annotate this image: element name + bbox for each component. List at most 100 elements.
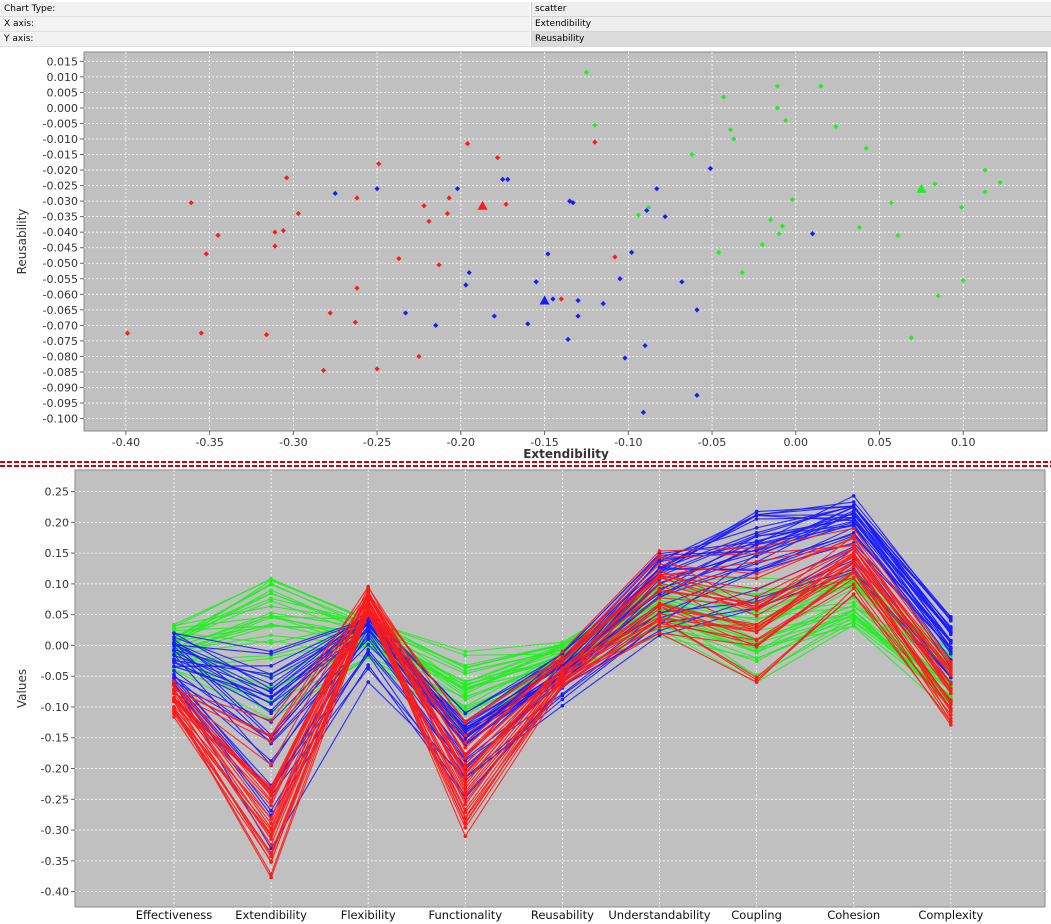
data-point-green[interactable] <box>583 69 590 75</box>
data-point-blue[interactable] <box>463 282 469 288</box>
data-point-blue[interactable] <box>679 279 685 285</box>
data-point-blue[interactable] <box>550 296 556 302</box>
data-point-red[interactable] <box>558 296 564 302</box>
data-point-green[interactable] <box>789 196 796 203</box>
property-row-x-axis[interactable]: X axis: Extendibility <box>0 17 1051 32</box>
data-point-blue[interactable] <box>707 165 713 172</box>
data-point-red[interactable] <box>295 210 301 217</box>
data-point-blue[interactable] <box>694 307 700 313</box>
data-point-green[interactable] <box>895 232 901 238</box>
data-point-red[interactable] <box>198 330 204 336</box>
data-point-red[interactable] <box>464 141 471 147</box>
data-point-green[interactable] <box>997 179 1003 186</box>
data-point-blue[interactable] <box>500 176 506 182</box>
data-point-blue[interactable] <box>642 342 648 349</box>
data-point-red[interactable] <box>421 203 427 209</box>
data-point-green[interactable] <box>716 249 722 255</box>
data-point-green[interactable] <box>721 94 727 100</box>
data-point-red[interactable] <box>280 228 286 234</box>
data-point-blue[interactable] <box>570 200 576 206</box>
data-point-green[interactable] <box>958 204 965 210</box>
data-point-blue[interactable] <box>644 207 650 214</box>
data-point-green[interactable] <box>768 217 774 223</box>
data-point-green[interactable] <box>833 123 839 130</box>
data-point-red[interactable] <box>284 175 290 181</box>
data-point-red[interactable] <box>215 232 221 238</box>
data-point-red[interactable] <box>354 195 360 201</box>
data-point-blue[interactable] <box>629 249 635 255</box>
data-point-green[interactable] <box>863 145 869 151</box>
data-point-blue[interactable] <box>575 313 581 319</box>
data-point-blue[interactable] <box>332 190 338 196</box>
data-point-blue[interactable] <box>622 355 628 361</box>
data-point-blue[interactable] <box>617 276 623 282</box>
data-point-blue[interactable] <box>505 176 511 182</box>
data-point-red[interactable] <box>272 243 278 249</box>
data-point-red[interactable] <box>272 229 278 235</box>
data-point-blue[interactable] <box>491 313 497 319</box>
data-point-red[interactable] <box>352 319 358 325</box>
data-point-blue[interactable] <box>809 231 816 237</box>
data-point-green[interactable] <box>727 127 734 133</box>
centroid-marker-red[interactable] <box>477 200 488 210</box>
data-point-red[interactable] <box>263 332 270 338</box>
data-point-red[interactable] <box>396 255 402 262</box>
data-point-blue[interactable] <box>575 297 581 304</box>
data-point-green[interactable] <box>779 223 785 229</box>
property-row-y-axis[interactable]: Y axis: Reusability <box>0 32 1051 47</box>
data-point-green[interactable] <box>932 181 938 187</box>
data-point-green[interactable] <box>783 117 789 123</box>
data-point-red[interactable] <box>503 201 509 207</box>
chart-type-value[interactable]: scatter <box>531 2 1051 17</box>
centroid-marker-green[interactable] <box>916 183 927 193</box>
data-point-red[interactable] <box>426 218 432 224</box>
parallel-coordinates-chart[interactable]: 0.25 0.20 0.15 0.10 0.05 0.00 -0.05 -0.10 -0.15 -… <box>0 467 1051 924</box>
y-axis-value[interactable]: Reusability <box>531 32 1051 47</box>
data-point-green[interactable] <box>731 136 737 142</box>
data-point-blue[interactable] <box>402 310 409 316</box>
data-point-green[interactable] <box>592 122 598 128</box>
data-point-red[interactable] <box>376 161 382 167</box>
scatter-chart[interactable]: -0.40 -0.35 -0.30 -0.25 -0.20 -0.15 -0.10 -0.05… <box>0 48 1051 460</box>
data-point-blue[interactable] <box>545 251 551 257</box>
data-point-green[interactable] <box>774 105 780 111</box>
data-point-red[interactable] <box>124 330 131 336</box>
data-point-green[interactable] <box>774 83 780 89</box>
data-point-green[interactable] <box>635 212 641 218</box>
data-point-green[interactable] <box>982 189 988 195</box>
panel-divider[interactable] <box>0 461 1051 467</box>
data-point-red[interactable] <box>188 200 194 206</box>
data-point-green[interactable] <box>856 224 863 231</box>
data-point-blue[interactable] <box>600 301 606 307</box>
data-point-green[interactable] <box>908 335 914 341</box>
x-axis-value[interactable]: Extendibility <box>531 17 1051 32</box>
data-point-blue[interactable] <box>640 409 646 415</box>
data-point-green[interactable] <box>818 83 824 89</box>
data-point-blue[interactable] <box>374 186 380 192</box>
data-point-red[interactable] <box>444 210 451 217</box>
data-point-blue[interactable] <box>654 186 660 192</box>
data-point-green[interactable] <box>759 242 765 248</box>
data-point-blue[interactable] <box>662 214 668 220</box>
data-point-red[interactable] <box>203 251 209 257</box>
data-point-blue[interactable] <box>565 336 571 342</box>
data-point-blue[interactable] <box>433 322 439 328</box>
data-point-blue[interactable] <box>533 279 539 285</box>
data-point-red[interactable] <box>327 310 333 316</box>
data-point-red[interactable] <box>374 366 380 372</box>
centroid-marker-blue[interactable] <box>539 295 550 305</box>
property-row-chart-type[interactable]: Chart Type: scatter <box>0 2 1051 17</box>
data-point-blue[interactable] <box>525 321 531 327</box>
data-point-blue[interactable] <box>454 186 461 192</box>
data-point-red[interactable] <box>446 195 452 201</box>
data-point-red[interactable] <box>416 353 422 360</box>
data-point-green[interactable] <box>935 293 941 299</box>
data-point-blue[interactable] <box>694 392 700 398</box>
data-point-green[interactable] <box>776 231 782 237</box>
data-point-green[interactable] <box>888 200 894 206</box>
data-point-red[interactable] <box>320 367 327 374</box>
data-point-red[interactable] <box>495 155 501 161</box>
data-point-green[interactable] <box>645 204 652 210</box>
data-point-green[interactable] <box>689 151 695 158</box>
data-point-green[interactable] <box>960 277 966 283</box>
